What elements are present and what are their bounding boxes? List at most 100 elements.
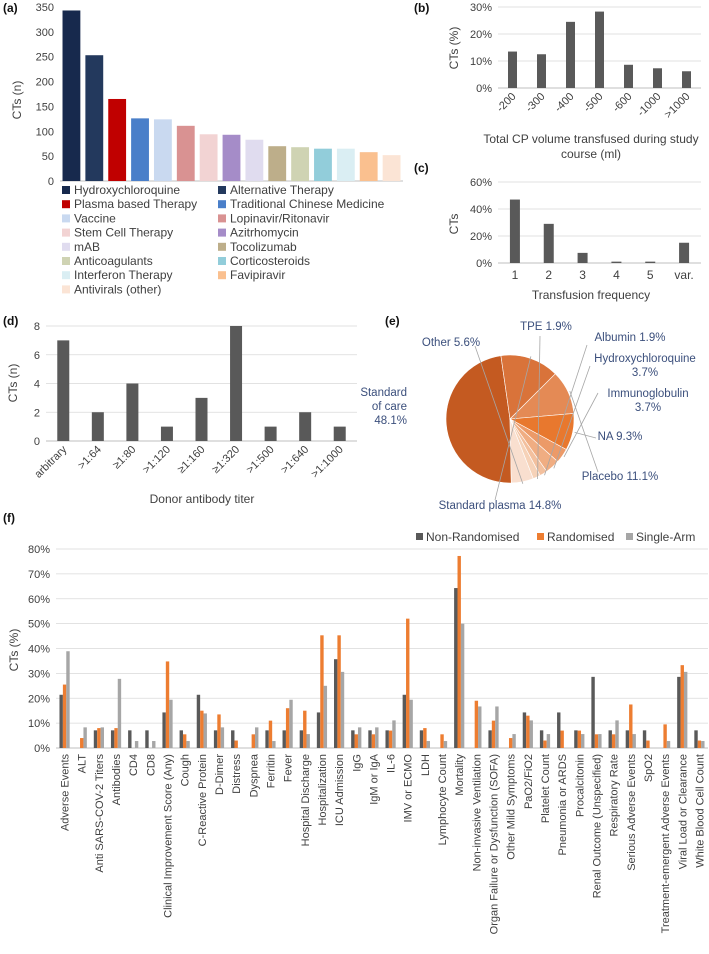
panel-f-bar-non-randomised	[625, 730, 630, 748]
pie-label-other: Other 5.6%	[422, 337, 480, 349]
panel-f-bar-randomised	[491, 720, 496, 748]
panel-f-legend-swatch	[626, 533, 633, 540]
panel-d-xtick-label: >1:120	[141, 444, 173, 476]
pie-leader-line	[474, 345, 524, 484]
panel-f-legend-label: Non-Randomised	[426, 530, 519, 544]
panel-f-bar-randomised	[697, 740, 702, 748]
panel-a-legend-swatch	[62, 242, 70, 251]
panel-f-bar-single-arm	[117, 678, 122, 748]
panel-f-bar-non-randomised	[454, 588, 458, 748]
panel-d-xtick-label: ≥1:320	[210, 444, 242, 476]
panel-a-legend-swatch	[62, 285, 70, 294]
panel-f-legend-label: Randomised	[547, 530, 614, 544]
panel-d-ytick-label: 2	[34, 407, 40, 419]
panel-d-xtick-label: >1:640	[279, 444, 311, 476]
pie-leader-line	[553, 365, 591, 469]
panel-a-bar-mab	[245, 139, 264, 181]
panel-f-xtick-label: C-Reactive Protein	[197, 754, 209, 846]
pie-label-hydroxychloroquine: Hydroxychloroquine	[594, 353, 696, 365]
panel-a-legend-label: Lopinavir/Ritonavir	[230, 211, 329, 225]
panel-d-xtick-label: >1:64	[76, 444, 104, 472]
panel-f-bar-randomised	[200, 710, 204, 748]
panel-f-bar-single-arm	[666, 741, 671, 748]
panel-f-xtick-label: Pneumonia or ARDS	[557, 754, 569, 856]
panel-a-legend-swatch	[62, 186, 70, 194]
panel-f-bar-single-arm	[169, 699, 173, 748]
pie-label-albumin: Albumin 1.9%	[595, 332, 666, 344]
panel-d-bar	[195, 397, 208, 441]
panel-f-bar-randomised	[646, 740, 650, 748]
panel-f-bar-randomised	[423, 728, 427, 748]
panel-f-bar-randomised	[182, 734, 187, 748]
panel-f-bar-randomised	[594, 734, 599, 748]
panel-f-bar-single-arm	[598, 734, 602, 748]
panel-d-label: (d)	[3, 314, 18, 328]
panel-f-bar-non-randomised	[213, 730, 218, 748]
panel-f-xtick-label: Distress	[231, 754, 243, 794]
panel-a-legend-label: Anticoagulants	[74, 254, 153, 268]
panel-f-bar-randomised	[303, 710, 307, 748]
panel-c-bar	[679, 242, 690, 263]
panel-f-xtick-label: Viral Load or Clearance	[677, 754, 689, 869]
panel-f-xtick-label: D-Dimer	[214, 754, 226, 795]
panel-d-ylabel: CTs (n)	[6, 364, 20, 403]
panel-a-legend-swatch	[218, 242, 226, 251]
panel-f-bar-non-randomised	[402, 694, 407, 748]
panel-f-bar-single-arm	[152, 741, 156, 748]
panel-d-ytick-label: 0	[34, 436, 40, 448]
panel-a-legend-label: Traditional Chinese Medicine	[230, 197, 385, 211]
panel-b-label: (b)	[414, 1, 429, 15]
panel-f-bar-single-arm	[134, 741, 139, 748]
panel-c-xlabel: Transfusion frequency	[532, 288, 650, 302]
panel-f-bar-single-arm	[323, 685, 328, 748]
panel-f-bar-randomised	[371, 734, 376, 748]
pie-leader-line	[563, 392, 599, 458]
panel-a-ytick-label: 100	[36, 126, 54, 138]
panel-f-xtick-label: Procalcitonin	[574, 754, 586, 817]
panel-c-xtick-label: 4	[613, 268, 620, 282]
panel-a-legend-swatch	[218, 186, 226, 194]
panel-d-ytick-label: 4	[34, 379, 40, 391]
pie-label-na: NA 9.3%	[598, 431, 643, 443]
panel-f-xtick-label: ALT	[77, 754, 89, 774]
panel-f-xtick-label: Lymphocyte Count	[437, 754, 449, 845]
panel-f-bar-single-arm	[615, 720, 619, 748]
panel-f-bar-single-arm	[529, 720, 533, 748]
panel-a-legend-label: Stem Cell Therapy	[74, 226, 173, 240]
panel-f-bar-randomised	[217, 714, 221, 748]
panel-f-xtick-label: Other Mild Symptoms	[506, 754, 518, 860]
panel-a-bar-vaccine	[153, 119, 172, 181]
panel-a-bar-lopinavir-ritonavir	[176, 125, 195, 181]
panel-f-bar-single-arm	[546, 734, 551, 748]
panel-a-legend-swatch	[62, 214, 70, 223]
panel-d-bar	[230, 326, 243, 441]
panel-f-bar-non-randomised	[385, 730, 389, 748]
panel-b-bar	[537, 54, 546, 88]
panel-f-bar-non-randomised	[110, 730, 115, 748]
panel-f-bar-single-arm	[289, 699, 293, 748]
panel-c-bar	[543, 223, 554, 263]
panel-f-bar-non-randomised	[694, 730, 698, 748]
panel-f-ytick-label: 40%	[28, 644, 50, 656]
panel-f-bar-single-arm	[100, 727, 104, 748]
panel-f-bar-non-randomised	[265, 730, 269, 748]
panel-f-bar-randomised	[611, 734, 616, 748]
panel-a-legend-swatch	[218, 214, 226, 223]
panel-f-bar-randomised	[543, 740, 547, 748]
panel-f-ylabel: CTs (%)	[7, 629, 21, 672]
pie-slice-standard-of-care	[445, 355, 512, 484]
panel-f-bar-randomised	[526, 715, 530, 748]
panel-f-ytick-label: 80%	[28, 544, 50, 556]
panel-f-bar-non-randomised	[93, 730, 98, 748]
panel-d-xtick-label: ≥1:160	[175, 444, 207, 476]
pie-label-immunoglobulin: Immunoglobulin	[607, 388, 688, 400]
panel-f-bar-non-randomised	[299, 730, 304, 748]
panel-f-bar-randomised	[285, 708, 290, 748]
panel-b-xlabel: Total CP volume transfused during study	[483, 132, 698, 146]
panel-f-bar-non-randomised	[677, 676, 681, 748]
panel-f-bar-single-arm	[632, 734, 636, 748]
panel-b-bar	[682, 71, 691, 88]
panel-a-ytick-label: 0	[48, 176, 54, 188]
panel-c-ytick-label: 40%	[470, 204, 492, 216]
panel-d-ytick-label: 6	[34, 350, 40, 362]
